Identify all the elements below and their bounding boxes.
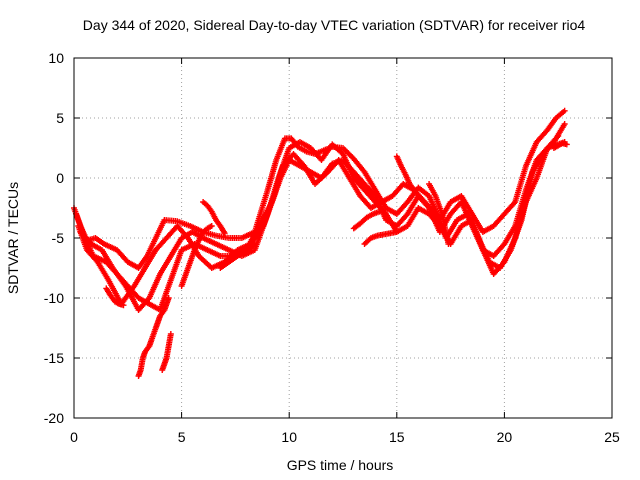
x-tick-label: 5 [178,429,186,445]
data-point [251,241,258,247]
data-point [561,107,568,114]
y-tick-label: 0 [56,170,64,186]
data-point [555,133,562,139]
chart-title: Day 344 of 2020, Sidereal Day-to-day VTE… [83,17,586,33]
y-tick-label: -15 [44,350,64,366]
data-point [167,331,174,337]
x-axis-label: GPS time / hours [287,457,394,473]
x-tick-label: 20 [497,429,513,445]
y-tick-label: -5 [52,230,65,246]
data-point [120,302,127,309]
x-tick-label: 15 [389,429,405,445]
data-point [165,295,172,301]
y-tick-label: -20 [44,410,64,426]
x-tick-label: 10 [281,429,297,445]
y-tick-label: 5 [56,110,64,126]
y-tick-label: -10 [44,290,64,306]
data-point [221,230,228,237]
data-point [411,187,418,193]
x-tick-label: 0 [70,429,78,445]
data-point [445,241,452,247]
grid-lines [74,58,612,418]
data-point [561,121,568,127]
data-point [563,141,570,148]
x-tick-label: 25 [604,429,620,445]
data-points [71,107,570,379]
y-tick-label: 10 [48,50,64,66]
y-axis-label: SDTVAR / TECUs [5,182,21,294]
data-point [393,229,400,235]
data-point [376,208,383,215]
axis-ticks: 0 5 10 15 20 25 -20 -15 -10 -5 0 5 10 [44,50,620,445]
data-point [208,223,215,229]
